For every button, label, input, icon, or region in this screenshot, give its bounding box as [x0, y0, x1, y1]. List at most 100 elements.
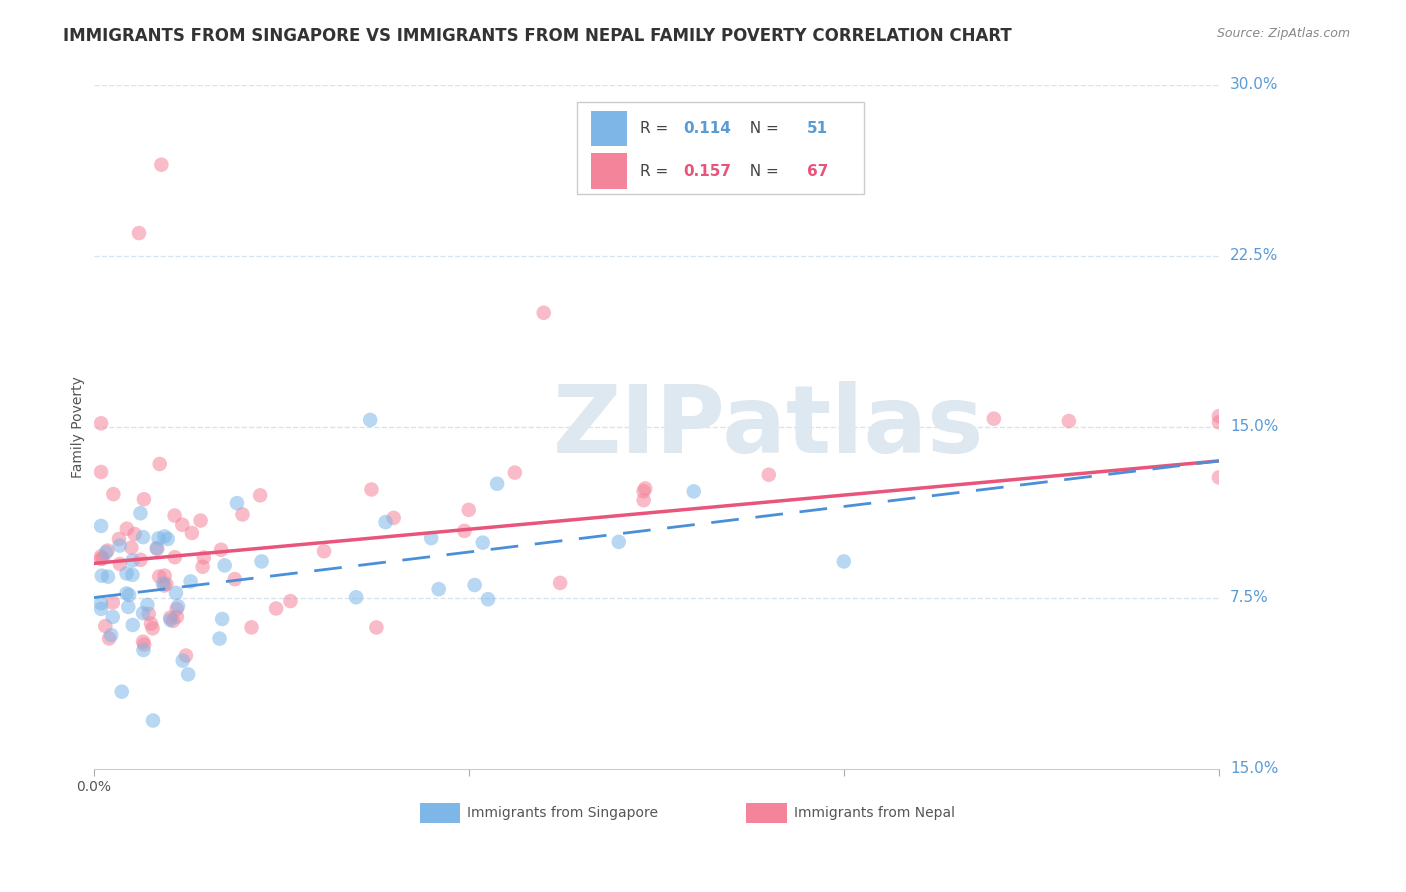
Point [250, 554, 273, 568]
Point [121, 553, 143, 567]
Text: N =: N = [740, 163, 783, 178]
Text: 15.0%: 15.0% [1230, 761, 1278, 776]
Point [120, 541, 142, 555]
Point [132, 492, 155, 507]
Point [129, 553, 152, 567]
Point [359, 413, 381, 427]
Point [214, 558, 236, 573]
Point [90, 465, 112, 479]
Point [453, 524, 475, 538]
Point [159, 610, 181, 624]
Point [128, 226, 150, 240]
Point [607, 534, 630, 549]
Text: Immigrants from Nepal: Immigrants from Nepal [793, 806, 955, 820]
Text: 30.0%: 30.0% [1230, 78, 1278, 93]
Point [121, 567, 143, 582]
Point [96, 543, 118, 558]
Point [180, 574, 202, 589]
Point [108, 539, 131, 553]
Point [118, 588, 141, 602]
Point [174, 648, 197, 663]
Point [108, 557, 131, 571]
Point [98, 632, 121, 646]
Point [159, 613, 181, 627]
Point [152, 576, 174, 591]
Point [166, 609, 188, 624]
Point [117, 599, 139, 614]
Point [374, 515, 396, 529]
Point [427, 582, 450, 596]
Point [420, 531, 443, 545]
Point [132, 530, 155, 544]
Point [103, 487, 125, 501]
Point [101, 595, 124, 609]
Point [166, 602, 188, 616]
Text: ZIPatlas: ZIPatlas [553, 381, 984, 473]
Point [165, 586, 187, 600]
Point [132, 643, 155, 657]
Point [129, 506, 152, 520]
Point [94, 619, 117, 633]
Text: Immigrants from Singapore: Immigrants from Singapore [467, 806, 658, 820]
Point [240, 620, 263, 634]
Point [209, 542, 232, 557]
Y-axis label: Family Poverty: Family Poverty [72, 376, 86, 478]
Text: 0.157: 0.157 [683, 163, 731, 178]
Point [90, 596, 112, 610]
Point [153, 578, 176, 592]
Point [983, 411, 1005, 425]
Point [231, 508, 253, 522]
Point [153, 568, 176, 582]
Bar [591, 153, 627, 189]
Point [94, 545, 117, 559]
Point [167, 599, 190, 614]
Point [457, 503, 479, 517]
Point [471, 535, 494, 549]
Point [191, 559, 214, 574]
FancyBboxPatch shape [578, 102, 865, 194]
Point [148, 532, 170, 546]
Point [1208, 415, 1230, 429]
Point [634, 482, 657, 496]
Point [115, 586, 138, 600]
Point [111, 684, 134, 698]
Point [124, 527, 146, 541]
Point [132, 634, 155, 648]
Point [366, 620, 388, 634]
Text: 0.114: 0.114 [683, 121, 731, 136]
Point [533, 306, 555, 320]
Bar [747, 803, 787, 823]
Point [90, 549, 112, 564]
Point [138, 607, 160, 621]
Bar [591, 111, 627, 146]
Point [180, 525, 202, 540]
Point [486, 476, 509, 491]
Text: Source: ZipAtlas.com: Source: ZipAtlas.com [1216, 27, 1350, 40]
Text: 22.5%: 22.5% [1230, 248, 1278, 263]
Text: 51: 51 [807, 121, 828, 136]
Point [132, 606, 155, 620]
Text: 15.0%: 15.0% [1230, 419, 1278, 434]
Point [249, 488, 271, 502]
Text: N =: N = [740, 121, 783, 136]
Text: R =: R = [641, 163, 673, 178]
Text: IMMIGRANTS FROM SINGAPORE VS IMMIGRANTS FROM NEPAL FAMILY POVERTY CORRELATION CH: IMMIGRANTS FROM SINGAPORE VS IMMIGRANTS … [63, 27, 1012, 45]
Point [115, 522, 138, 536]
Point [172, 517, 194, 532]
Point [91, 551, 114, 566]
Point [90, 551, 112, 566]
Point [633, 493, 655, 508]
Point [150, 158, 173, 172]
Point [156, 532, 179, 546]
Point [163, 550, 186, 565]
Point [344, 591, 367, 605]
Point [155, 577, 177, 591]
Point [633, 484, 655, 499]
Point [136, 598, 159, 612]
Point [382, 511, 405, 525]
Point [100, 628, 122, 642]
Point [193, 550, 215, 565]
Point [477, 592, 499, 607]
Point [832, 554, 855, 568]
Point [1208, 409, 1230, 424]
